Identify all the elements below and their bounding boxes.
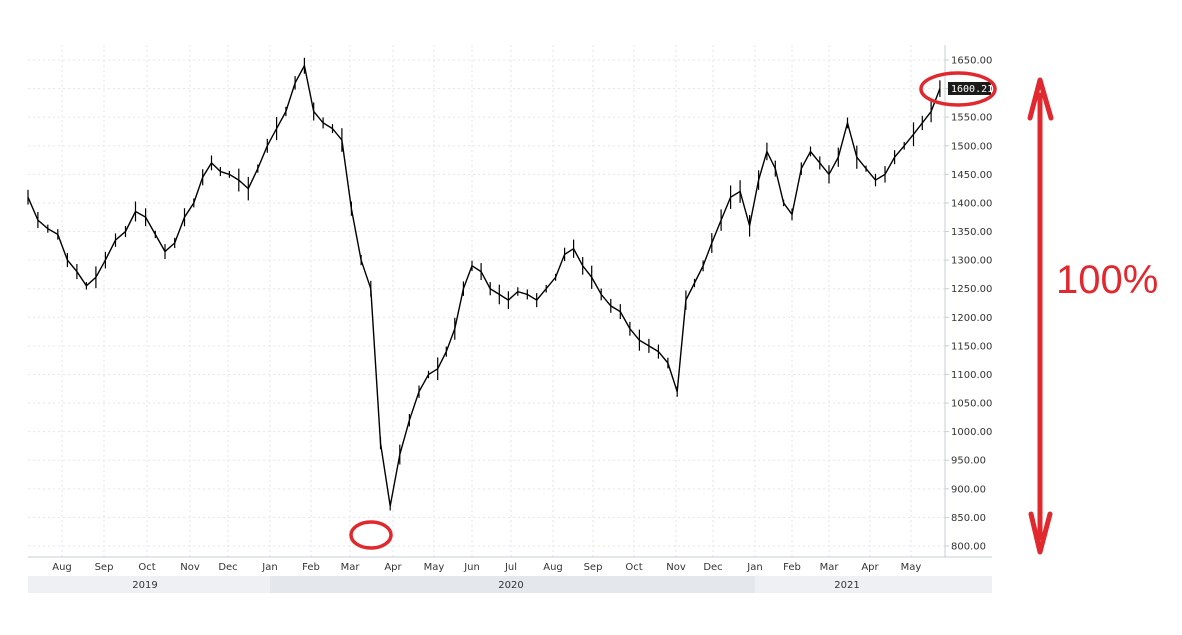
arrow-up-head: [1027, 77, 1054, 121]
y-tick-label: 1250.00: [951, 284, 992, 295]
x-tick-label: Aug: [543, 562, 563, 573]
x-tick-label: Feb: [302, 562, 320, 573]
last-value-box: [948, 82, 991, 95]
x-tick-label: Mar: [820, 562, 840, 573]
x-tick-label: Dec: [218, 562, 237, 573]
x-tick-label: Oct: [625, 562, 642, 573]
x-axis-years: 2019 2020 2021: [28, 576, 992, 593]
high-circle-annotation: [919, 71, 997, 107]
price-series: [27, 57, 941, 511]
y-tick-label: 1550.00: [951, 113, 992, 124]
x-tick-label: Nov: [666, 562, 686, 573]
x-axis-months: Aug Sep Oct Nov Dec Jan Feb Mar Apr May Jun Jul Aug S…: [52, 562, 921, 573]
x-tick-label: Sep: [95, 562, 114, 573]
y-tick-label: 1450.00: [951, 170, 992, 181]
x-tick-label: Mar: [341, 562, 361, 573]
x-tick-label: Jan: [261, 562, 277, 573]
year-band: [755, 576, 992, 593]
grid-layer: [28, 45, 945, 557]
y-axis-ticks: 800.00 850.00 900.00 950.00 1000.00 1050.00 11…: [945, 56, 992, 553]
y-tick-label: 1350.00: [951, 227, 992, 238]
y-tick-label: 950.00: [951, 456, 986, 467]
y-tick-label: 800.00: [951, 542, 986, 553]
year-label: 2020: [498, 580, 523, 591]
x-tick-label: Oct: [138, 562, 155, 573]
y-tick-label: 1400.00: [951, 198, 992, 209]
y-tick-label: 1500.00: [951, 141, 992, 152]
y-tick-label: 850.00: [951, 513, 986, 524]
y-tick-label: 1100.00: [951, 370, 992, 381]
x-tick-label: Nov: [180, 562, 200, 573]
year-label: 2019: [132, 580, 157, 591]
range-arrow-annotation: [1027, 77, 1054, 555]
x-tick-label: May: [424, 562, 445, 573]
y-tick-label: 1300.00: [951, 256, 992, 267]
last-value-text: 1600.21: [951, 84, 993, 95]
x-tick-label: May: [901, 562, 922, 573]
x-tick-label: Jul: [504, 562, 517, 573]
x-tick-label: Jan: [746, 562, 762, 573]
arrow-down-head: [1028, 511, 1053, 555]
last-value-label: 1600.21: [948, 82, 993, 95]
y-tick-label: 900.00: [951, 484, 986, 495]
x-tick-label: Sep: [584, 562, 603, 573]
annotation-text: 100%: [1056, 258, 1158, 302]
x-tick-label: Aug: [52, 562, 72, 573]
year-band: [28, 576, 270, 593]
y-tick-label: 1200.00: [951, 313, 992, 324]
y-tick-label: 1000.00: [951, 427, 992, 438]
y-tick-label: 1650.00: [951, 56, 992, 67]
y-tick-label: 1050.00: [951, 399, 992, 410]
x-tick-label: Feb: [783, 562, 801, 573]
x-tick-label: Apr: [384, 562, 402, 573]
y-tick-label: 1150.00: [951, 341, 992, 352]
x-tick-label: Dec: [703, 562, 722, 573]
low-circle-annotation: [349, 520, 393, 550]
year-band: [270, 576, 755, 593]
x-tick-label: Jun: [463, 562, 480, 573]
x-tick-label: Apr: [861, 562, 879, 573]
year-label: 2021: [834, 580, 859, 591]
price-line: [27, 63, 941, 507]
